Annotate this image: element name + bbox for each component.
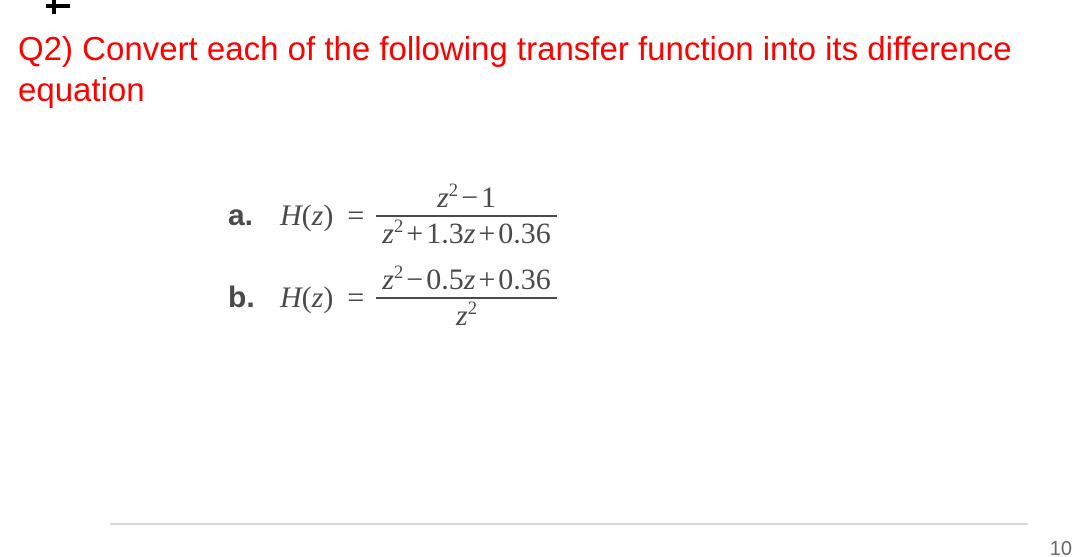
page-number: 10 bbox=[1050, 538, 1072, 557]
equation-a: a. H(z) = z2−1 z2+1.3z+0.36 bbox=[228, 181, 1050, 251]
equation-b-label: b. bbox=[228, 283, 276, 313]
equation-a-lhs: H(z) bbox=[280, 201, 333, 231]
equation-b-numerator: z2−0.5z+0.36 bbox=[376, 263, 557, 297]
equation-b-lhs: H(z) bbox=[280, 283, 333, 313]
equals-sign: = bbox=[347, 283, 364, 313]
equation-a-denominator: z2+1.3z+0.36 bbox=[376, 217, 557, 251]
equation-a-label: a. bbox=[228, 201, 276, 231]
equation-b-fraction: z2−0.5z+0.36 z2 bbox=[376, 263, 557, 333]
equations-block: a. H(z) = z2−1 z2+1.3z+0.36 b. H(z) = z2… bbox=[228, 181, 1050, 333]
equation-b-denominator: z2 bbox=[450, 299, 483, 333]
slide-container: Q2) Convert each of the following transf… bbox=[0, 0, 1080, 557]
equation-a-fraction: z2−1 z2+1.3z+0.36 bbox=[376, 181, 557, 251]
equation-b: b. H(z) = z2−0.5z+0.36 z2 bbox=[228, 263, 1050, 333]
bottom-shadow-line bbox=[110, 523, 1028, 525]
equals-sign: = bbox=[347, 201, 364, 231]
top-marker bbox=[52, 0, 74, 14]
question-title: Q2) Convert each of the following transf… bbox=[18, 28, 1050, 111]
equation-a-numerator: z2−1 bbox=[431, 181, 502, 215]
